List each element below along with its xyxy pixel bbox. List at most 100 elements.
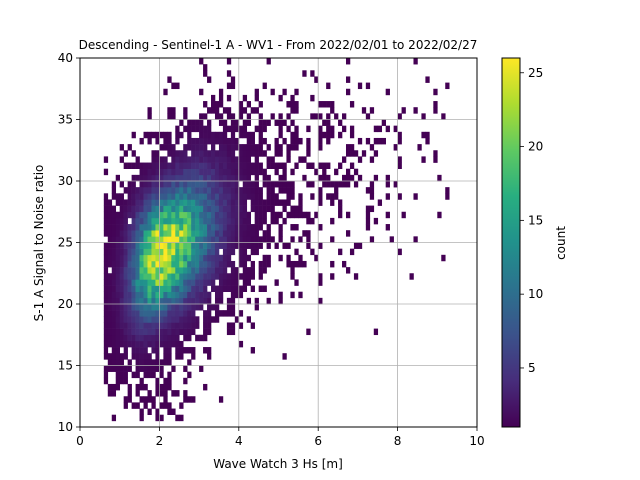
histogram-bin bbox=[159, 248, 164, 256]
histogram-bin bbox=[179, 187, 184, 194]
histogram-bin bbox=[167, 260, 172, 268]
histogram-bin bbox=[199, 199, 204, 206]
histogram-bin bbox=[214, 304, 220, 311]
histogram-bin bbox=[282, 174, 287, 182]
histogram-bin bbox=[199, 156, 204, 163]
histogram-bin bbox=[187, 279, 192, 286]
histogram-bin bbox=[214, 101, 220, 108]
histogram-bin bbox=[163, 236, 168, 243]
histogram-bin bbox=[207, 131, 212, 139]
histogram-bin bbox=[373, 174, 379, 182]
histogram-bin bbox=[163, 273, 168, 280]
histogram-bin bbox=[155, 162, 160, 169]
histogram-bin bbox=[238, 322, 244, 329]
histogram-bin bbox=[143, 328, 148, 336]
histogram-bin bbox=[171, 390, 176, 397]
histogram-bin bbox=[147, 248, 152, 256]
histogram-bin bbox=[175, 217, 180, 225]
histogram-bin bbox=[334, 181, 339, 188]
histogram-bin bbox=[151, 156, 156, 163]
histogram-bin bbox=[203, 328, 208, 336]
histogram-bin bbox=[171, 199, 176, 206]
histogram-bin bbox=[266, 58, 271, 65]
histogram-bin bbox=[147, 224, 152, 231]
histogram-bin bbox=[203, 291, 208, 299]
histogram-bin bbox=[238, 107, 244, 114]
histogram-bin bbox=[238, 168, 244, 176]
histogram-bin bbox=[103, 168, 109, 176]
histogram-bin bbox=[258, 217, 263, 225]
histogram-bin bbox=[203, 297, 208, 305]
histogram-bin bbox=[163, 217, 168, 225]
histogram-bin bbox=[322, 131, 327, 139]
histogram-bin bbox=[262, 267, 267, 274]
histogram-bin bbox=[226, 181, 232, 188]
histogram-bin bbox=[175, 187, 180, 194]
histogram-bin bbox=[155, 408, 160, 415]
histogram-bin bbox=[147, 390, 152, 397]
histogram-bin bbox=[211, 162, 216, 169]
histogram-bin bbox=[278, 297, 283, 305]
histogram-bin bbox=[159, 371, 164, 379]
histogram-bin bbox=[131, 211, 136, 219]
histogram-bin bbox=[127, 279, 132, 286]
histogram-bin bbox=[211, 267, 216, 274]
histogram-bin bbox=[159, 162, 164, 169]
histogram-bin bbox=[342, 125, 347, 133]
histogram-bin bbox=[266, 205, 271, 213]
histogram-bin bbox=[151, 199, 156, 206]
histogram-bin bbox=[246, 224, 252, 231]
histogram-bin bbox=[207, 273, 212, 280]
histogram-bin bbox=[107, 205, 113, 213]
histogram-bin bbox=[242, 267, 248, 274]
histogram-bin bbox=[155, 334, 160, 342]
histogram-bin bbox=[191, 254, 196, 262]
histogram-bin bbox=[242, 211, 248, 219]
histogram-bin bbox=[330, 101, 335, 108]
histogram-bin bbox=[183, 248, 188, 256]
histogram-bin bbox=[226, 70, 232, 77]
histogram-bin bbox=[246, 242, 252, 249]
histogram-bin bbox=[175, 168, 180, 176]
histogram-bin bbox=[111, 353, 117, 360]
colorbar-tick-label: 15 bbox=[528, 213, 543, 227]
histogram-bin bbox=[246, 162, 252, 169]
histogram-bin bbox=[274, 193, 279, 200]
histogram-bin bbox=[151, 396, 156, 403]
histogram-bin bbox=[135, 242, 140, 249]
histogram-bin bbox=[195, 150, 200, 157]
histogram-bin bbox=[151, 236, 156, 243]
histogram-bin bbox=[111, 181, 117, 188]
histogram-bin bbox=[183, 199, 188, 206]
histogram-bin bbox=[195, 304, 200, 311]
histogram-bin bbox=[294, 224, 299, 231]
histogram-bin bbox=[119, 316, 124, 323]
histogram-bin bbox=[135, 205, 140, 213]
histogram-bin bbox=[203, 310, 208, 317]
histogram-bin bbox=[203, 279, 208, 286]
histogram-bin bbox=[441, 113, 446, 120]
histogram-bin bbox=[326, 82, 331, 90]
histogram-bin bbox=[258, 267, 263, 274]
histogram-bin bbox=[187, 217, 192, 225]
histogram-bin bbox=[199, 137, 204, 145]
histogram-bin bbox=[167, 217, 172, 225]
histogram-bin bbox=[290, 101, 295, 108]
histogram-bin bbox=[183, 242, 188, 249]
histogram-bin bbox=[151, 304, 156, 311]
histogram-bin bbox=[234, 224, 240, 231]
histogram-bin bbox=[139, 205, 144, 213]
histogram-bin bbox=[123, 291, 128, 299]
histogram-bin bbox=[103, 224, 109, 231]
histogram-bin bbox=[282, 88, 287, 96]
histogram-bin bbox=[230, 76, 236, 83]
histogram-bin bbox=[199, 193, 204, 200]
histogram-bin bbox=[147, 408, 152, 415]
histogram-bin bbox=[203, 193, 208, 200]
histogram-bin bbox=[171, 205, 176, 213]
histogram-bin bbox=[119, 224, 124, 231]
histogram-bin bbox=[203, 334, 208, 342]
histogram-bin bbox=[254, 150, 259, 157]
histogram-bin bbox=[207, 353, 212, 360]
